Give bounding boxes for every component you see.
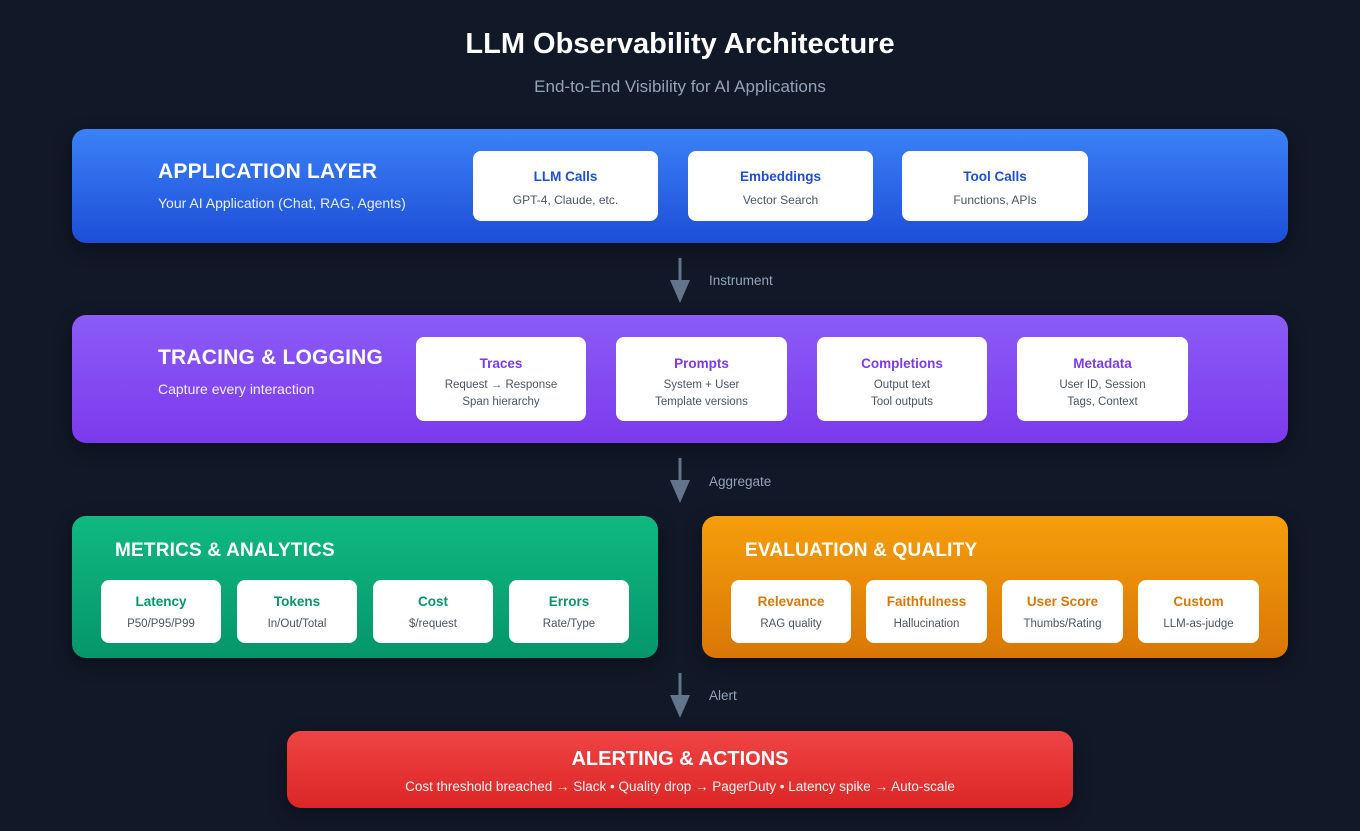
card-title: Embeddings [739,169,821,184]
page-subtitle: End-to-End Visibility for AI Application… [534,77,826,96]
card-detail: $/request [409,618,457,630]
card-title: Latency [135,594,187,609]
card-detail: Vector Search [742,193,819,207]
application-layer-title: APPLICATION LAYER [158,160,378,183]
card-detail: LLM-as-judge [1163,618,1234,630]
arrow-down-icon [670,458,690,503]
card-title: Relevance [757,594,825,609]
card-detail: Output text [873,379,931,391]
metrics-layer: METRICS & ANALYTICS Latency P50/P95/P99 T… [72,516,658,658]
card-title: Prompts [674,356,729,371]
arrow-down-icon [670,258,690,303]
arrow-down-icon [670,673,690,718]
card-title: Custom [1173,594,1224,609]
card-detail: In/Out/Total [267,618,327,630]
card-detail: Rate/Type [542,618,596,630]
card-llm-calls: LLM Calls GPT-4, Claude, etc. [473,151,658,221]
metrics-layer-title: METRICS & ANALYTICS [115,540,335,561]
card-traces: Traces Request → Response Span hierarchy [416,337,586,421]
card-detail: Template versions [655,396,748,408]
alerting-layer-title: ALERTING & ACTIONS [571,748,789,770]
card-detail: Tags, Context [1067,396,1138,408]
card-latency: Latency P50/P95/P99 [101,580,221,643]
tracing-layer-title: TRACING & LOGGING [158,346,384,369]
card-detail: Request → Response [444,379,558,391]
card-custom: Custom LLM-as-judge [1138,580,1259,643]
card-embeddings: Embeddings Vector Search [688,151,873,221]
card-relevance: Relevance RAG quality [731,580,851,643]
card-user-score: User Score Thumbs/Rating [1002,580,1123,643]
card-title: LLM Calls [533,169,598,184]
card-detail: RAG quality [760,618,822,630]
arrow-label-alert: Alert [709,688,737,703]
page-title: LLM Observability Architecture [465,28,895,60]
evaluation-layer-title: EVALUATION & QUALITY [745,540,978,561]
card-faithfulness: Faithfulness Hallucination [866,580,987,643]
card-detail: Thumbs/Rating [1023,618,1102,630]
card-detail: GPT-4, Claude, etc. [512,193,619,207]
tracing-layer-subtitle: Capture every interaction [158,381,315,397]
card-metadata: Metadata User ID, Session Tags, Context [1017,337,1188,421]
card-detail: Hallucination [893,618,960,630]
card-title: Completions [861,356,943,371]
evaluation-layer: EVALUATION & QUALITY Relevance RAG qualit… [702,516,1288,658]
card-errors: Errors Rate/Type [509,580,629,643]
card-detail: User ID, Session [1059,379,1146,391]
card-title: Cost [418,594,448,609]
tracing-layer: TRACING & LOGGING Capture every interact… [72,315,1288,443]
card-detail: Tool outputs [870,396,933,408]
card-prompts: Prompts System + User Template versions [616,337,787,421]
card-detail: P50/P95/P99 [127,618,195,630]
card-detail: Span hierarchy [462,396,540,408]
application-layer: APPLICATION LAYER Your AI Application (C… [72,129,1288,243]
card-tool-calls: Tool Calls Functions, APIs [902,151,1088,221]
application-layer-subtitle: Your AI Application (Chat, RAG, Agents) [158,195,406,211]
card-detail: Functions, APIs [953,193,1037,207]
card-completions: Completions Output text Tool outputs [817,337,987,421]
alerting-layer-subtitle: Cost threshold breached → Slack • Qualit… [405,779,955,794]
card-title: Tokens [273,594,321,609]
arrow-label-instrument: Instrument [709,273,773,288]
card-title: User Score [1026,594,1099,609]
card-title: Tool Calls [963,169,1027,184]
card-title: Errors [548,594,590,609]
arrow-label-aggregate: Aggregate [709,474,772,489]
card-detail: System + User [663,379,740,391]
alerting-layer: ALERTING & ACTIONS Cost threshold breach… [287,731,1073,808]
card-title: Metadata [1073,356,1132,371]
card-title: Traces [479,356,523,371]
card-cost: Cost $/request [373,580,493,643]
card-title: Faithfulness [886,594,967,609]
card-tokens: Tokens In/Out/Total [237,580,357,643]
